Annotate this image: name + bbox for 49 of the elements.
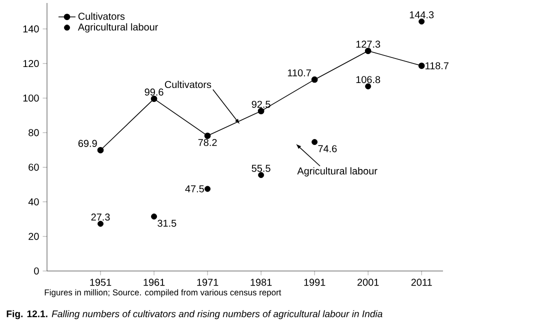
data-label: 69.9 xyxy=(78,140,97,147)
data-label: 127.3 xyxy=(356,40,380,48)
data-label: 144.3 xyxy=(410,11,434,18)
legend-label: Cultivators xyxy=(78,12,125,20)
data-label: 27.3 xyxy=(91,214,110,221)
point xyxy=(150,96,158,102)
y-tick-label: 20 xyxy=(28,232,39,240)
data-label: 118.7 xyxy=(426,62,448,70)
point xyxy=(365,83,372,90)
point xyxy=(418,18,425,24)
point xyxy=(311,76,318,83)
data-label: 106.8 xyxy=(356,76,380,84)
y-tick-label: 0 xyxy=(34,267,39,275)
text: Fig. 12.1. Falling numbers of cultivators and rising numbers of agricultural labour in India xyxy=(6,310,382,320)
data-label: 99.6 xyxy=(144,88,164,96)
point xyxy=(258,108,264,114)
x-tick-label: 1981 xyxy=(250,278,272,286)
data-label: 92.5 xyxy=(252,100,270,108)
legend-label: Agricultural labour xyxy=(78,23,158,33)
data-label: 47.5 xyxy=(185,185,204,192)
y-tick-label: 60 xyxy=(28,164,39,171)
data-label: 31.5 xyxy=(158,220,176,227)
x-tick-label: 1951 xyxy=(90,278,112,286)
y-tick-label: 100 xyxy=(23,94,39,102)
y-tick-label: 140 xyxy=(23,25,39,32)
x-tick-label: 1961 xyxy=(144,278,165,286)
data-label: 74.6 xyxy=(318,145,337,152)
point xyxy=(312,139,318,145)
y-tick-label: 120 xyxy=(23,60,39,68)
annotation: Cultivators xyxy=(164,80,212,88)
x-tick-label: 2011 xyxy=(411,278,432,286)
data-label: 55.5 xyxy=(252,164,270,172)
annotation: Agricultural labour xyxy=(297,167,378,176)
x-tick-label: 1971 xyxy=(197,278,218,286)
point xyxy=(364,48,372,54)
point xyxy=(98,220,104,227)
y-tick-label: 80 xyxy=(28,129,39,136)
point xyxy=(97,146,104,154)
point xyxy=(204,132,211,139)
point xyxy=(151,214,158,220)
point xyxy=(258,172,264,178)
x-tick-label: 2001 xyxy=(358,278,379,286)
point xyxy=(418,62,425,69)
y-tick-label: 40 xyxy=(28,198,39,206)
text: Figures in million; Source. compiled from various census report xyxy=(44,289,282,298)
x-tick-label: 1991 xyxy=(304,278,326,286)
data-label: 78.2 xyxy=(198,138,217,146)
data-label: 110.7 xyxy=(288,69,311,76)
point xyxy=(204,186,211,192)
